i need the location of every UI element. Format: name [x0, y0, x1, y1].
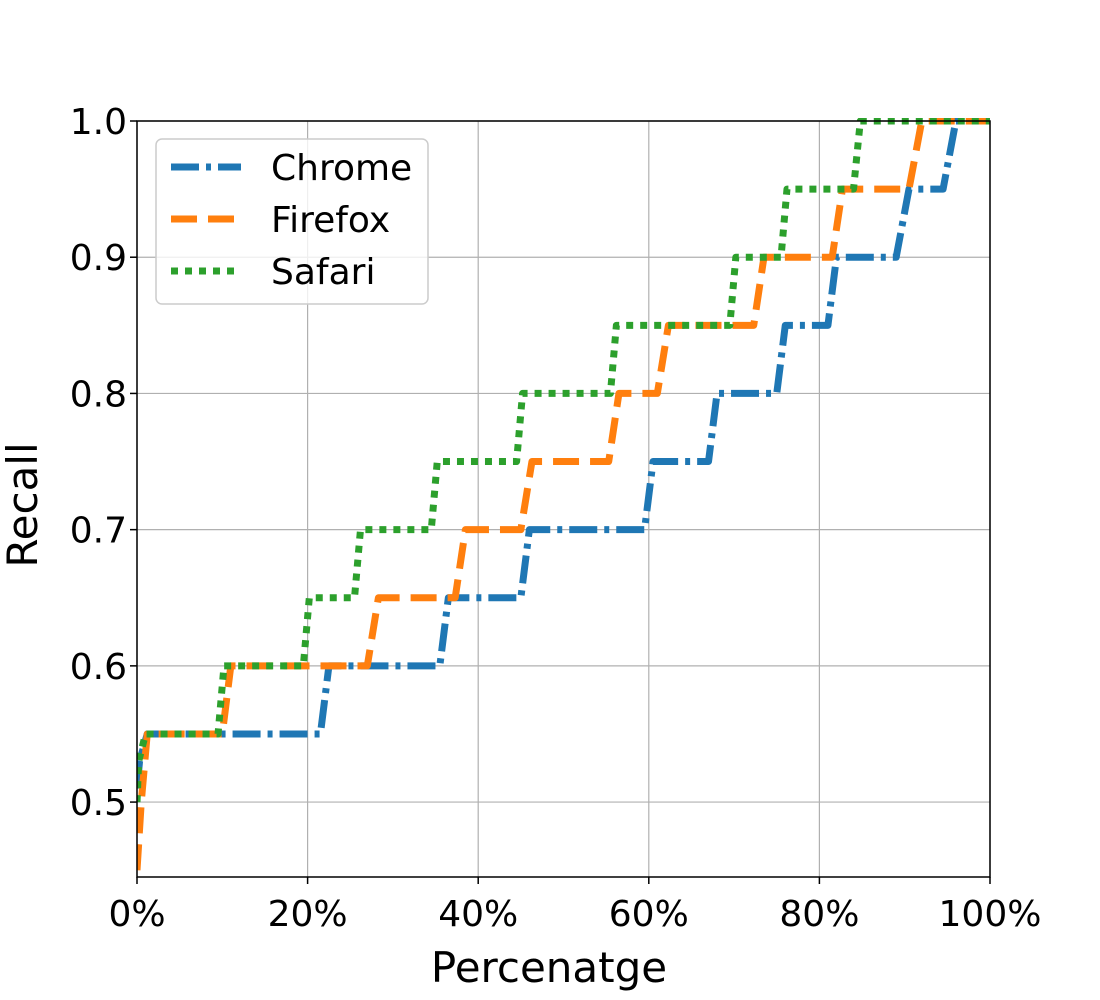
- series-line-firefox: [137, 118, 990, 871]
- y-tick-label: 0.8: [70, 374, 127, 415]
- x-tick-label: 0%: [108, 894, 165, 935]
- x-tick-label: 60%: [609, 894, 689, 935]
- legend-label-safari: Safari: [271, 252, 375, 293]
- series-lines: [137, 118, 990, 871]
- x-tick-label: 100%: [939, 894, 1042, 935]
- y-tick-label: 0.5: [70, 783, 127, 824]
- x-axis-title: Percenatge: [431, 943, 667, 992]
- series-line-chrome: [137, 118, 990, 789]
- series-line-safari: [137, 118, 990, 803]
- y-tick-label: 0.6: [70, 647, 127, 688]
- y-tick-label: 0.7: [70, 511, 127, 552]
- y-tick-label: 0.9: [70, 238, 127, 279]
- y-axis-title: Recall: [0, 442, 47, 567]
- plot-frame: [136, 120, 991, 878]
- x-tick-label: 20%: [268, 894, 348, 935]
- y-tick-label: 1.0: [70, 102, 127, 143]
- x-tick-label: 80%: [779, 894, 859, 935]
- axis-ticks: 0% 20% 40% 60% 80% 100% 0.5 0.6 0.7 0.8 0.9 1.0: [70, 102, 1042, 935]
- x-tick-label: 40%: [438, 894, 518, 935]
- legend: Chrome Firefox Safari: [155, 138, 429, 305]
- legend-label-chrome: Chrome: [271, 148, 412, 189]
- legend-box: [155, 138, 429, 305]
- legend-label-firefox: Firefox: [271, 200, 390, 241]
